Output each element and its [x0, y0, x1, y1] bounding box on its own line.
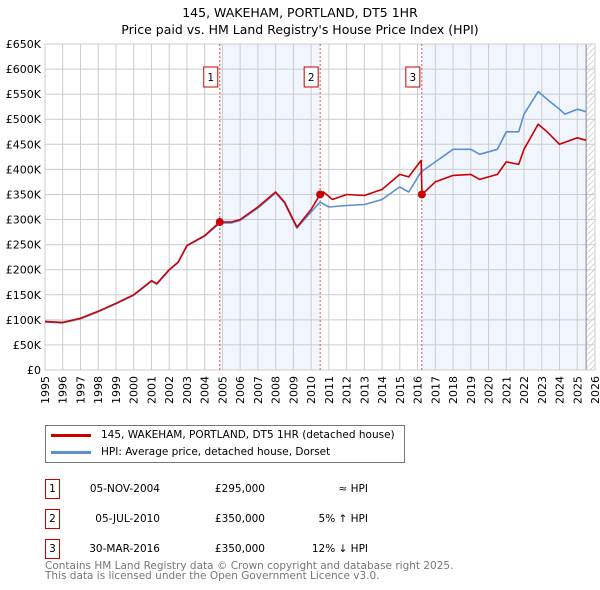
x-tick-label: 2007	[252, 376, 265, 404]
sale-date: 30-MAR-2016	[89, 543, 160, 555]
sale-label-number: 3	[409, 72, 416, 84]
x-tick-label: 2011	[323, 376, 336, 404]
sale-price: £295,000	[214, 483, 265, 495]
sale-point	[417, 190, 426, 199]
legend-label: HPI: Average price, detached house, Dors…	[101, 446, 331, 458]
y-tick-label: £100K	[6, 314, 42, 327]
shaded-period	[219, 44, 321, 370]
table-row: 3 30-MAR-2016 £350,000 12% ↓ HPI	[45, 534, 368, 564]
footer-line: Contains HM Land Registry data © Crown c…	[45, 560, 454, 572]
sale-hpi: 12% ↓ HPI	[311, 543, 368, 555]
sale-point	[215, 218, 224, 227]
x-tick-label: 1999	[110, 376, 123, 404]
sale-date: 05-JUL-2010	[95, 513, 160, 525]
y-tick-label: £0	[27, 364, 41, 377]
x-tick-label: 1998	[92, 376, 105, 404]
sale-hpi: ≈ HPI	[338, 483, 368, 495]
y-tick-label: £150K	[6, 289, 42, 302]
legend-swatch-red	[51, 433, 91, 437]
sale-date: 05-NOV-2004	[89, 483, 160, 495]
x-tick-label: 2004	[199, 376, 212, 404]
x-tick-label: 1996	[57, 376, 70, 404]
forecast-hatch	[586, 44, 595, 370]
x-tick-label: 2025	[571, 376, 584, 404]
x-tick-label: 2021	[500, 376, 513, 404]
legend-item-property: 145, WAKEHAM, PORTLAND, DT5 1HR (detache…	[51, 427, 395, 443]
price-chart: 1995 1996 1997 1998 1999 2000 2001 2002 2003 2004…	[6, 38, 600, 404]
sale-label-box	[405, 66, 421, 88]
x-tick-label: 2009	[287, 376, 300, 404]
x-tick-label: 2003	[181, 376, 194, 404]
footer: Contains HM Land Registry data © Crown c…	[45, 560, 454, 582]
x-tick-label: 2024	[554, 376, 567, 404]
x-tick-label: 2026	[589, 376, 600, 404]
x-tick-label: 1997	[74, 376, 87, 404]
title-line: 145, WAKEHAM, PORTLAND, DT5 1HR	[182, 5, 418, 20]
x-tick-label: 2019	[465, 376, 478, 404]
x-tick-label: 2002	[163, 376, 176, 404]
x-tick-label: 2013	[358, 376, 371, 404]
y-tick-label: £600K	[6, 63, 42, 76]
sale-label-box	[303, 66, 319, 88]
sale-number: 3	[45, 539, 60, 559]
table-row: 2 05-JUL-2010 £350,000 5% ↑ HPI	[45, 504, 368, 534]
sale-hpi: 5% ↑ HPI	[318, 513, 368, 525]
x-tick-label: 2001	[145, 376, 158, 404]
y-tick-label: £500K	[6, 113, 42, 126]
legend: 145, WAKEHAM, PORTLAND, DT5 1HR (detache…	[45, 425, 405, 463]
legend-swatch-blue	[51, 450, 91, 454]
x-tick-label: 2014	[376, 376, 389, 404]
x-tick-label: 2023	[536, 376, 549, 404]
x-tick-label: 2012	[341, 376, 354, 404]
x-tick-label: 2017	[429, 376, 442, 404]
legend-item-hpi: HPI: Average price, detached house, Dors…	[51, 444, 330, 460]
sale-price: £350,000	[214, 513, 265, 525]
property-series-line	[44, 123, 587, 324]
sales-table: 1 05-NOV-2004 £295,000 ≈ HPI 2 05-JUL-20…	[45, 474, 368, 564]
footer-line: This data is licensed under the Open Gov…	[45, 570, 380, 582]
sale-number: 2	[45, 509, 60, 529]
y-tick-label: £650K	[6, 38, 42, 51]
x-tick-label: 2016	[412, 376, 425, 404]
y-tick-label: £350K	[6, 188, 42, 201]
subtitle-line: Price paid vs. HM Land Registry's House …	[121, 22, 479, 37]
x-tick-label: 1995	[39, 376, 52, 404]
x-tick-label: 2008	[270, 376, 283, 404]
sale-label-number: 1	[207, 72, 214, 84]
table-row: 1 05-NOV-2004 £295,000 ≈ HPI	[45, 474, 368, 504]
y-tick-label: £50K	[13, 339, 42, 352]
x-tick-label: 2020	[483, 376, 496, 404]
sale-point	[316, 190, 325, 199]
x-tick-label: 2022	[518, 376, 531, 404]
x-tick-label: 2005	[216, 376, 229, 404]
legend-label: 145, WAKEHAM, PORTLAND, DT5 1HR (detache…	[101, 429, 395, 441]
y-tick-label: £250K	[6, 239, 42, 252]
x-tick-label: 2018	[447, 376, 460, 404]
x-tick-label: 2015	[394, 376, 407, 404]
sale-label-number: 2	[308, 72, 315, 84]
sale-label-box	[203, 66, 219, 88]
sale-price: £350,000	[214, 543, 265, 555]
y-tick-label: £200K	[6, 264, 42, 277]
chart-title: 145, WAKEHAM, PORTLAND, DT5 1HR Price pa…	[0, 4, 600, 38]
y-tick-label: £450K	[6, 138, 42, 151]
shaded-period	[421, 44, 587, 370]
sale-number: 1	[45, 479, 60, 499]
y-tick-label: £400K	[6, 163, 42, 176]
x-tick-label: 2010	[305, 376, 318, 404]
x-tick-label: 2006	[234, 376, 247, 404]
y-tick-label: £550K	[6, 88, 42, 101]
x-tick-label: 2000	[128, 376, 141, 404]
y-tick-label: £300K	[6, 214, 42, 227]
